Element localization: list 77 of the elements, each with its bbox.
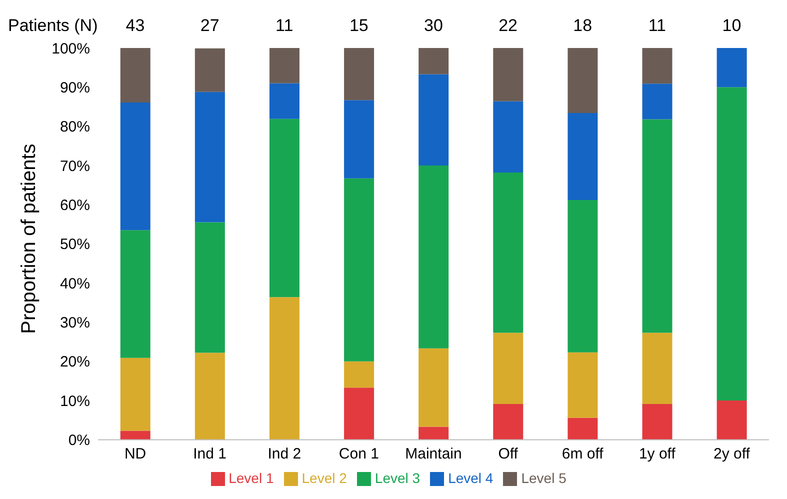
bar <box>493 332 524 404</box>
legend-label: Level 3 <box>374 470 420 486</box>
x-tick-label: Off <box>498 445 519 462</box>
text: 11 <box>647 16 667 36</box>
bar <box>120 230 150 358</box>
bar <box>642 332 672 404</box>
bar <box>642 48 672 84</box>
bar <box>418 348 449 427</box>
bar <box>344 361 374 388</box>
text: 43 <box>124 16 146 36</box>
x-tick-label: ND <box>124 445 146 462</box>
x-tick-label: 6m off <box>562 445 604 462</box>
bar <box>120 430 150 440</box>
text: 22 <box>498 16 518 36</box>
bar <box>194 222 225 353</box>
legend-label: Level 2 <box>302 470 347 486</box>
bar <box>194 48 225 92</box>
bar <box>642 84 672 120</box>
y-axis-title: Proportion of patients <box>18 144 40 334</box>
bar <box>194 92 225 222</box>
bar <box>120 48 150 102</box>
x-tick-label: Ind 2 <box>268 445 302 462</box>
bar <box>120 102 150 230</box>
bar <box>418 426 449 440</box>
y-tick-label: 40% <box>60 275 90 292</box>
text: 30 <box>423 16 444 36</box>
bar <box>344 388 374 440</box>
y-tick-label: 10% <box>60 392 90 410</box>
x-tick-label: Maintain <box>405 445 462 462</box>
y-tick-label: 100% <box>52 40 90 58</box>
text: Patients (N) <box>8 16 98 36</box>
legend-label: Level 1 <box>228 470 274 486</box>
bar <box>418 48 449 74</box>
bar <box>493 48 524 102</box>
y-tick-label: 0% <box>68 432 90 450</box>
bar <box>269 118 300 298</box>
bar <box>269 48 300 84</box>
bar <box>568 418 598 440</box>
bar <box>568 352 598 418</box>
bar <box>568 200 598 352</box>
bar <box>568 113 598 200</box>
bar <box>493 172 524 333</box>
bar <box>493 101 524 173</box>
x-tick-label: 2y off <box>714 445 751 462</box>
bar <box>493 404 524 440</box>
bar <box>642 119 672 333</box>
y-tick-label: 70% <box>60 158 90 175</box>
text: 18 <box>572 16 594 36</box>
bar <box>418 74 449 166</box>
bar <box>269 83 300 119</box>
bar <box>716 48 747 88</box>
bar <box>344 100 374 178</box>
y-tick-label: 20% <box>60 354 90 371</box>
legend-label: Level 5 <box>521 470 566 486</box>
x-tick-label: 1y off <box>638 445 676 462</box>
bar <box>344 48 374 100</box>
x-tick-label: Con 1 <box>338 445 379 462</box>
bar <box>194 352 225 440</box>
bar <box>418 166 449 348</box>
text: 10 <box>721 16 742 36</box>
y-tick-label: 90% <box>60 79 90 96</box>
text: 15 <box>348 16 370 36</box>
bar <box>269 297 300 440</box>
text: 27 <box>199 16 220 36</box>
legend-label: Level 4 <box>448 470 494 486</box>
y-tick-label: 50% <box>60 236 90 254</box>
y-tick-label: 30% <box>60 314 90 332</box>
y-tick-label: 80% <box>60 118 90 136</box>
bar <box>716 400 747 440</box>
x-tick-label: Ind 1 <box>193 445 227 462</box>
bar <box>344 178 374 362</box>
bar <box>568 48 598 114</box>
y-tick-label: 60% <box>60 197 90 214</box>
bar <box>716 87 747 401</box>
bar <box>642 404 672 440</box>
bar <box>120 358 150 431</box>
text: 11 <box>274 16 294 36</box>
